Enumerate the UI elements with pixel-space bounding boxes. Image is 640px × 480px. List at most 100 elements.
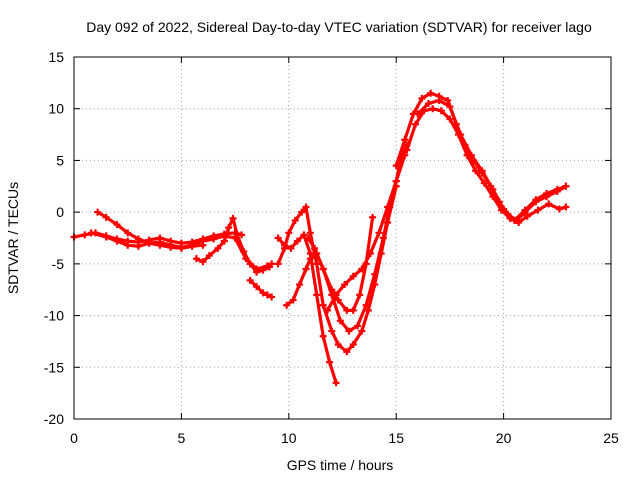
data-point [562, 182, 570, 190]
chart-title: Day 092 of 2022, Sidereal Day-to-day VTE… [86, 19, 592, 35]
data-point [319, 301, 327, 309]
x-tick-label: 15 [388, 430, 404, 446]
data-point [500, 205, 508, 213]
data-point [532, 196, 540, 204]
data-point [300, 231, 308, 239]
data-point [113, 221, 121, 229]
data-point [210, 235, 218, 243]
data-point [437, 107, 445, 115]
data-point [414, 110, 422, 118]
data-point [214, 244, 222, 252]
data-point [102, 233, 110, 241]
data-point [366, 250, 374, 258]
data-point [313, 260, 321, 268]
data-point [283, 301, 291, 309]
data-point [205, 252, 213, 260]
data-point [472, 167, 480, 175]
data-point [349, 341, 357, 349]
data-point [523, 212, 531, 220]
y-tick-label: 0 [56, 204, 64, 220]
data-point [304, 234, 312, 242]
data-point [259, 266, 267, 274]
data-point [156, 241, 164, 249]
data-point [401, 136, 409, 144]
data-point [313, 291, 321, 299]
data-point [177, 244, 185, 252]
data-point [553, 185, 561, 193]
data-point [326, 358, 334, 366]
y-axis-label: SDTVAR / TECUs [5, 182, 21, 294]
data-point [515, 218, 523, 226]
data-point [167, 243, 175, 251]
series-line [416, 98, 568, 222]
data-point [369, 213, 377, 221]
data-point [188, 242, 196, 250]
data-point [480, 179, 488, 187]
series-line [405, 107, 568, 225]
data-point [562, 203, 570, 211]
data-point [328, 327, 336, 335]
data-point [489, 185, 497, 193]
data-point [81, 231, 89, 239]
data-point [332, 291, 340, 299]
data-point [302, 203, 310, 211]
data-point [233, 231, 241, 239]
data-point [424, 100, 432, 108]
data-point [124, 229, 132, 237]
data-point [343, 306, 351, 314]
data-point [358, 327, 366, 335]
x-tick-label: 5 [178, 430, 186, 446]
data-point [253, 283, 261, 291]
data-point [287, 244, 295, 252]
data-point [87, 229, 95, 237]
data-point [435, 96, 443, 104]
data-point [319, 265, 327, 273]
x-axis-label: GPS time / hours [287, 457, 394, 473]
data-point [349, 272, 357, 280]
series-line [276, 184, 398, 354]
y-tick-label: -15 [44, 359, 64, 375]
series-track-12 [403, 105, 570, 226]
data-point [291, 216, 299, 224]
series-track-3 [94, 208, 207, 252]
data-point [192, 255, 200, 263]
data-point [543, 190, 551, 198]
data-point [268, 293, 276, 301]
data-point [364, 306, 372, 314]
data-point [94, 208, 102, 216]
data-point [343, 348, 351, 356]
data-point [274, 260, 282, 268]
y-tick-label: 5 [56, 152, 64, 168]
data-point [134, 235, 142, 243]
y-tick-label: 10 [48, 101, 64, 117]
y-tick-label: -5 [52, 256, 65, 272]
data-point [225, 224, 233, 232]
y-tick-label: -10 [44, 308, 64, 324]
data-point [268, 260, 276, 268]
data-point [545, 200, 553, 208]
data-point [345, 327, 353, 335]
series-track-11 [392, 89, 570, 224]
data-point [418, 94, 426, 102]
data-point [306, 255, 314, 263]
x-tick-label: 20 [496, 430, 512, 446]
data-point [263, 291, 271, 299]
data-point [555, 205, 563, 213]
series-line [325, 153, 407, 312]
data-point [281, 241, 289, 249]
data-point [246, 276, 254, 284]
data-point [446, 103, 454, 111]
data-point [102, 213, 110, 221]
data-point [240, 247, 248, 255]
data-point [362, 301, 370, 309]
data-point [306, 229, 314, 237]
data-point [354, 322, 362, 330]
series-track-5 [246, 276, 276, 301]
data-point [334, 341, 342, 349]
data-point [289, 296, 297, 304]
data-point [302, 265, 310, 273]
data-point [358, 265, 366, 273]
data-point [510, 216, 518, 224]
data-point [467, 151, 475, 159]
